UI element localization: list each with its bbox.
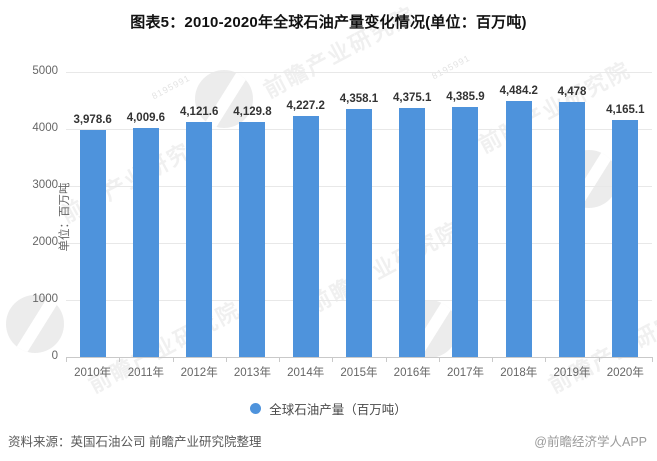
legend-label: 全球石油产量（百万吨）: [269, 402, 407, 417]
x-tick-label: 2018年: [500, 367, 538, 379]
credit-note: @前瞻经济学人APP: [534, 435, 647, 449]
bar[interactable]: [399, 107, 426, 357]
bar-value-label: 4,227.2: [286, 100, 325, 113]
x-tick-label: 2013年: [233, 367, 271, 379]
gridline: [66, 72, 652, 73]
x-tick-label: 2015年: [340, 367, 378, 379]
bar-value-label: 4,375.1: [393, 91, 432, 104]
x-axis-tick: [438, 357, 440, 362]
x-axis-line: [66, 357, 652, 358]
x-tick-label: 2019年: [553, 367, 591, 379]
bar-column: 4,385.9 2017年: [439, 72, 492, 379]
x-tick-label: 2010年: [74, 367, 112, 379]
bar[interactable]: [505, 101, 532, 357]
bar[interactable]: [292, 116, 319, 357]
bar-column: 4,121.6 2012年: [173, 72, 226, 379]
bar-value-label: 4,009.6: [126, 112, 166, 125]
bar-column: 4,375.1 2016年: [386, 72, 439, 379]
x-tick-label: 2011年: [127, 367, 165, 379]
source-note: 资料来源：英国石油公司 前瞻产业研究院整理: [8, 435, 262, 449]
x-axis-tick: [225, 357, 227, 362]
x-axis-tick: [279, 357, 281, 362]
x-axis-tick: [66, 357, 67, 362]
bar-value-label: 4,121.6: [179, 106, 219, 119]
bar-value-label: 3,978.6: [73, 114, 112, 127]
x-axis-tick: [172, 357, 174, 362]
bar[interactable]: [186, 122, 213, 357]
x-axis-tick: [332, 357, 334, 362]
bar-column: 4,129.8 2013年: [226, 72, 279, 379]
bar-column: 4,165.1 2020年: [599, 72, 652, 379]
bar-column: 3,978.6 2010年: [66, 72, 119, 379]
bar-column: 4,484.2 2018年: [492, 72, 545, 379]
x-axis-tick: [598, 357, 600, 362]
bar-value-label: 4,358.1: [339, 92, 379, 105]
bar-column: 4,009.6 2011年: [119, 72, 172, 379]
y-tick-label: 0: [51, 350, 58, 362]
y-tick-label: 3000: [32, 179, 58, 191]
x-tick-label: 2014年: [287, 367, 325, 379]
bar[interactable]: [559, 101, 586, 357]
legend-marker-icon: [250, 402, 262, 414]
bar[interactable]: [239, 121, 266, 357]
y-tick-label: 4000: [32, 122, 58, 134]
y-tick-label: 1000: [32, 293, 58, 305]
chart-title: 图表5：2010-2020年全球石油产量变化情况(单位：百万吨): [130, 14, 527, 31]
bar[interactable]: [452, 107, 479, 357]
x-tick-label: 2012年: [180, 367, 218, 379]
x-axis-tick: [492, 357, 494, 362]
bar[interactable]: [345, 108, 372, 357]
bar-value-label: 4,165.1: [606, 103, 645, 116]
y-tick-label: 5000: [32, 65, 58, 77]
bar-value-label: 4,385.9: [446, 91, 485, 104]
bar-column: 4,227.2 2014年: [279, 72, 332, 379]
y-tick-label: 2000: [32, 236, 58, 248]
bar[interactable]: [132, 128, 159, 357]
legend[interactable]: 全球石油产量（百万吨）: [0, 399, 657, 417]
bars: 3,978.6 2010年 4,009.6 2011年 4,121.6 2012年 4,12…: [66, 72, 652, 379]
x-tick-label: 2016年: [393, 367, 431, 379]
bar[interactable]: [612, 119, 639, 357]
x-axis-tick: [119, 357, 121, 362]
footer: 资料来源：英国石油公司 前瞻产业研究院整理 @前瞻经济学人APP: [0, 431, 657, 451]
x-tick-label: 2017年: [446, 367, 485, 379]
bar-value-label: 4,478: [557, 85, 587, 98]
plot-area: 0 1000 2000 3000 4000 5000 单位：百万吨 3,978.6 2010…: [32, 65, 653, 379]
bar-value-label: 4,484.2: [499, 85, 538, 98]
x-axis-tick: [652, 357, 653, 362]
bar-column: 4,358.1 2015年: [332, 72, 385, 379]
bar-value-label: 4,129.8: [233, 105, 272, 118]
x-tick-label: 2020年: [606, 367, 644, 379]
x-axis-tick: [545, 357, 547, 362]
bar-column: 4,478 2019年: [545, 72, 598, 379]
bar[interactable]: [79, 130, 106, 357]
x-axis-tick: [385, 357, 387, 362]
